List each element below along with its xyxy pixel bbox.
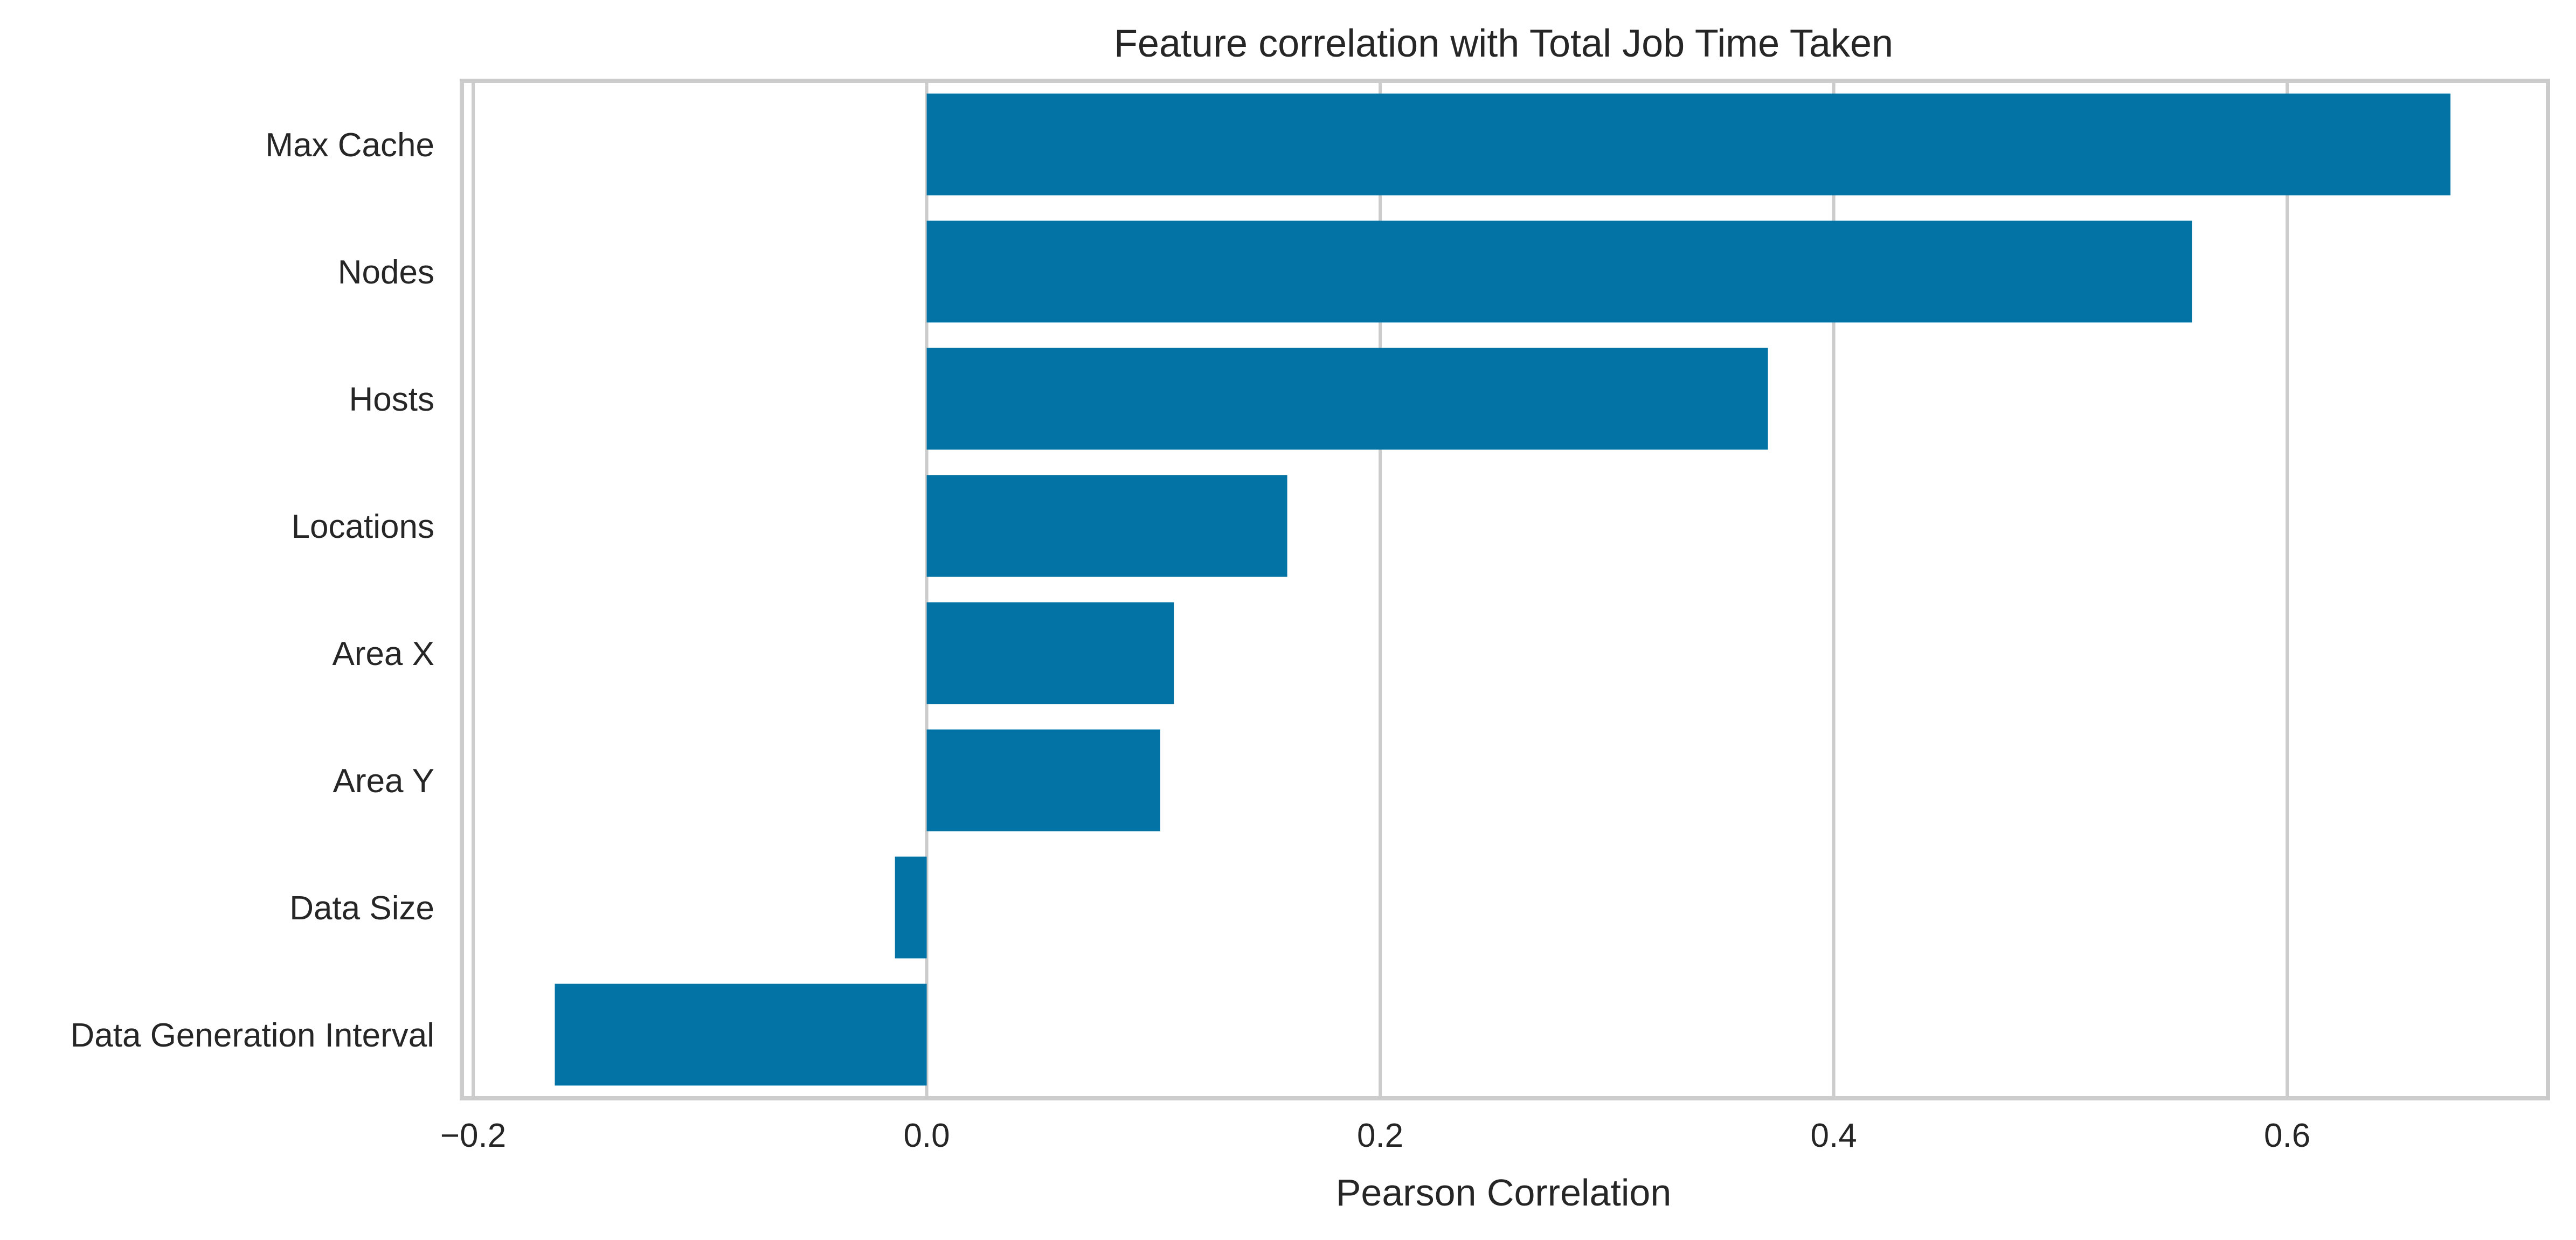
bar [926, 220, 2192, 323]
bar [555, 983, 927, 1086]
y-category-label: Locations [292, 508, 434, 545]
bar [926, 729, 1160, 832]
plot-frame [460, 79, 2550, 1100]
bars [555, 93, 2451, 1086]
y-category-label: Nodes [338, 254, 434, 291]
y-category-labels: Max Cache Nodes Hosts Locations Area X Area Y… [71, 127, 435, 1054]
x-tick-labels: −0.2 0.0 0.2 0.4 0.6 [440, 1117, 2310, 1154]
y-category-label: Data Generation Interval [71, 1017, 435, 1054]
x-tick-label: 0.4 [1811, 1117, 1857, 1154]
x-tick-label: −0.2 [440, 1117, 506, 1154]
y-category-label: Data Size [289, 890, 434, 927]
x-tick-label: 0.0 [903, 1117, 950, 1154]
y-category-label: Max Cache [265, 127, 434, 164]
chart-title: Feature correlation with Total Job Time … [1114, 22, 1893, 65]
bar [926, 348, 1768, 450]
x-axis-label: Pearson Correlation [1336, 1172, 1672, 1214]
bar [895, 856, 927, 959]
x-tick-label: 0.2 [1357, 1117, 1403, 1154]
bar [926, 602, 1174, 704]
y-category-label: Area Y [333, 763, 434, 800]
bar [926, 475, 1287, 577]
y-category-label: Hosts [349, 381, 434, 418]
bar [926, 93, 2451, 196]
x-tick-label: 0.6 [2264, 1117, 2310, 1154]
y-category-label: Area X [332, 635, 434, 673]
